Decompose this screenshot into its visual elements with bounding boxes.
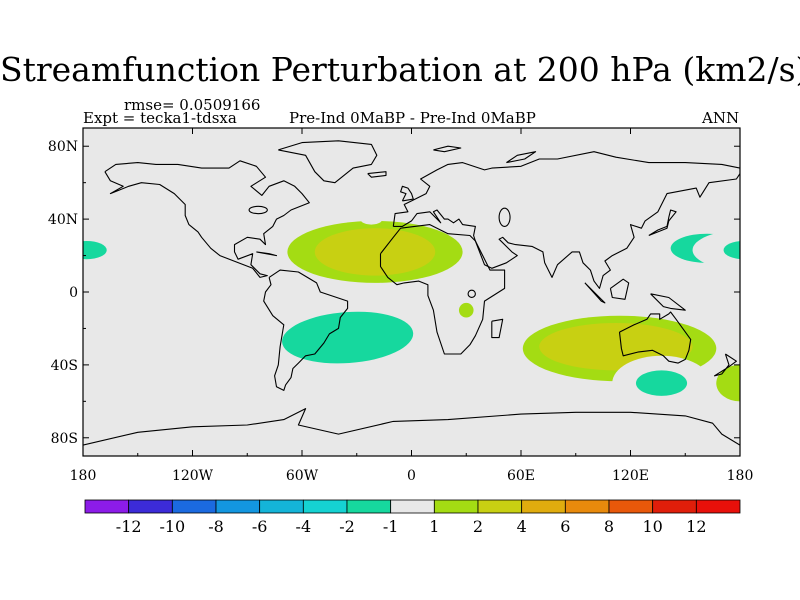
colorbar-swatch [84,499,130,514]
colorbar-swatch [521,499,566,514]
y-axis: 80N 40N 0 40S 80S [48,139,740,447]
contour-minor-patch-2 [139,273,155,285]
coastline-uk [400,185,414,202]
x-tick-label: 180 [70,468,97,484]
contour-minor-patch-4 [458,302,474,318]
coastline-sumatra [584,282,606,304]
colorbar-swatch [477,499,523,514]
anomaly-contours [83,146,740,411]
colorbar-swatch [390,499,435,514]
contour-minor-patch-1 [307,202,326,214]
colorbar-swatch [346,499,392,514]
x-tick-label: 120E [612,468,649,484]
colorbar-label: -12 [116,517,142,536]
colorbar-swatch [171,499,217,514]
y-tick-label: 0 [69,285,78,301]
x-tick-label: 180 [727,468,754,484]
contour-eastern-pacific-25n-level--1 [83,230,138,271]
colorbar-swatch [608,499,654,514]
x-tick-label: 0 [407,468,416,484]
colorbar-label: 4 [517,517,527,536]
coastline-cuba [256,251,278,257]
x-axis: 180 120W 60W 0 60E 120E 180 [70,128,754,484]
coastline-greenland [278,140,378,184]
colorbar-label: 6 [560,517,570,536]
contour-minor-patch-5 [524,297,547,305]
colorbar-label: -6 [252,517,268,536]
x-tick-label: 120W [172,468,214,484]
coastline-antarctica [83,408,740,446]
contour-minor-patch-3 [117,321,158,329]
map-panel: 180 120W 60W 0 60E 120E 180 80N 40N 0 40S 80S [48,127,754,484]
coastline-south-america [263,269,349,391]
coastline-australia [618,311,692,364]
colorbar-swatch [128,499,173,514]
colorbar-label: -8 [208,517,224,536]
coastline-caspian-sea [498,207,511,227]
contour-eastern-pacific-25n-level--2 [83,240,107,260]
colorbar-label: 12 [686,517,706,536]
contour-minor-patch-0 [360,213,383,225]
coastline-borneo [609,278,630,300]
contour-wrap-eastern-pacific-25n-level--1 [692,230,740,271]
y-tick-label: 80S [51,431,78,447]
contour-wrap-eastern-pacific-25n-level--2 [723,241,740,260]
y-tick-label: 80N [48,139,78,155]
colorbar-label: -10 [159,517,185,536]
coastline-iceland [367,171,387,178]
colorbar-label: 10 [642,517,662,536]
rmse-label: rmse= 0.0509166 [124,96,261,114]
colorbar-label: -2 [339,517,355,536]
colorbar-swatch [564,499,610,514]
coastline-new-zealand [713,353,737,377]
comparison-label: Pre-Ind 0MaBP - Pre-Ind 0MaBP [289,109,536,127]
coastline-lake-victoria [467,289,476,299]
y-tick-label: 40S [51,358,78,374]
colorbar: -12 -10 -8 -6 -4 -2 -1 1 2 4 6 8 10 12 [84,499,741,536]
colorbar-swatch [433,499,479,514]
x-tick-label: 60E [507,468,535,484]
coastline-nova-zemlya [506,151,537,164]
contour-south-atlantic-30s-level--2 [282,311,414,364]
colorbar-label: 1 [429,517,439,536]
coastline-africa [379,224,506,355]
coastline-madagascar [491,318,504,339]
coastline-eurasia [392,151,740,289]
contour-south-pacific-50s-level--1 [139,350,220,398]
x-tick-label: 60W [286,468,319,484]
colorbar-swatch [259,499,304,514]
colorbar-swatch [695,499,741,514]
coastlines [83,140,740,446]
colorbar-swatch [652,499,697,514]
contour-southern-ocean-50s-level--2 [635,370,688,396]
contour-atlantic-20n-level-2 [314,228,436,276]
colorbar-label: 2 [473,517,483,536]
colorbar-swatch [215,499,261,514]
colorbar-swatch [302,499,348,514]
colorbar-label: -1 [383,517,399,536]
coastline-japan [648,209,677,237]
coastline-svalbard [433,145,462,153]
colorbar-label: -4 [296,517,312,536]
contour-minor-patch-6 [468,146,520,165]
y-tick-label: 40N [48,212,78,228]
colorbar-label: 8 [604,517,614,536]
chart-title: Streamfunction Perturbation at 200 hPa (… [0,50,800,89]
season-label: ANN [702,109,740,127]
coastline-north-america [104,160,310,278]
coastline-great-lakes [248,205,268,215]
experiment-label: Expt = tecka1-tdsxa [83,109,237,127]
coastline-new-guinea [650,293,686,311]
